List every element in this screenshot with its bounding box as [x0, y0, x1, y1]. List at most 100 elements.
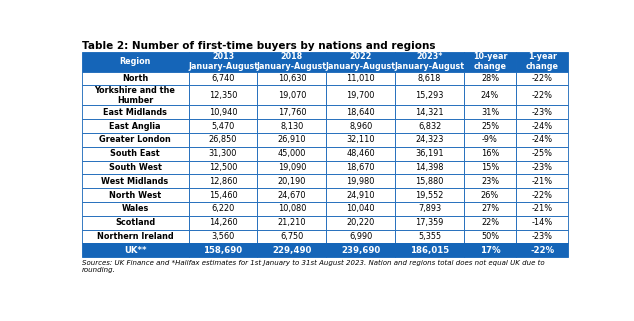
Text: -22%: -22% — [530, 246, 554, 255]
Bar — [327, 147, 395, 160]
Bar — [516, 188, 568, 202]
Bar — [516, 160, 568, 174]
Text: Region: Region — [119, 57, 151, 66]
Bar — [82, 188, 188, 202]
Text: 26,850: 26,850 — [209, 135, 237, 144]
Bar — [188, 174, 257, 188]
Bar — [327, 72, 395, 85]
Text: 50%: 50% — [481, 232, 499, 241]
Text: 24,323: 24,323 — [415, 135, 444, 144]
Text: Greater London: Greater London — [99, 135, 171, 144]
Bar — [464, 133, 516, 147]
Bar — [464, 160, 516, 174]
Bar — [516, 216, 568, 230]
Bar — [464, 230, 516, 243]
Bar — [395, 52, 464, 72]
Bar — [516, 174, 568, 188]
Bar — [257, 174, 327, 188]
Bar — [327, 188, 395, 202]
Text: 45,000: 45,000 — [278, 149, 306, 158]
Bar — [257, 147, 327, 160]
Bar — [82, 160, 188, 174]
Text: 19,090: 19,090 — [278, 163, 306, 172]
Bar — [464, 188, 516, 202]
Bar — [395, 119, 464, 133]
Text: 3,560: 3,560 — [211, 232, 235, 241]
Text: 15%: 15% — [481, 163, 499, 172]
Bar — [327, 119, 395, 133]
Text: 2023*
January-August: 2023* January-August — [394, 52, 465, 71]
Text: -21%: -21% — [532, 204, 553, 213]
Bar — [188, 105, 257, 119]
Text: 239,690: 239,690 — [341, 246, 380, 255]
Text: 8,960: 8,960 — [349, 122, 372, 131]
Bar — [257, 133, 327, 147]
Bar — [464, 216, 516, 230]
Text: 6,990: 6,990 — [349, 232, 372, 241]
Text: 15,880: 15,880 — [415, 177, 444, 186]
Bar — [188, 202, 257, 216]
Bar — [464, 85, 516, 105]
Text: 17,760: 17,760 — [278, 108, 306, 117]
Text: -21%: -21% — [532, 177, 553, 186]
Text: 10,040: 10,040 — [346, 204, 375, 213]
Bar — [188, 230, 257, 243]
Bar — [188, 216, 257, 230]
Bar — [327, 133, 395, 147]
Bar — [516, 133, 568, 147]
Bar — [516, 52, 568, 72]
Text: 8,618: 8,618 — [418, 74, 441, 83]
Bar — [464, 202, 516, 216]
Text: -25%: -25% — [532, 149, 553, 158]
Bar — [82, 52, 188, 72]
Bar — [82, 243, 188, 257]
Text: 12,350: 12,350 — [209, 91, 237, 100]
Bar — [257, 202, 327, 216]
Bar — [516, 243, 568, 257]
Bar — [257, 85, 327, 105]
Bar — [464, 174, 516, 188]
Text: 19,070: 19,070 — [278, 91, 306, 100]
Bar — [464, 119, 516, 133]
Bar — [82, 202, 188, 216]
Bar — [257, 243, 327, 257]
Text: 26%: 26% — [481, 191, 499, 200]
Text: 24%: 24% — [481, 91, 499, 100]
Text: -24%: -24% — [532, 135, 553, 144]
Bar — [516, 147, 568, 160]
Text: 16%: 16% — [481, 149, 499, 158]
Bar — [395, 230, 464, 243]
Bar — [516, 85, 568, 105]
Bar — [257, 52, 327, 72]
Bar — [464, 52, 516, 72]
Bar — [82, 174, 188, 188]
Bar — [395, 188, 464, 202]
Text: Northern Ireland: Northern Ireland — [97, 232, 173, 241]
Bar — [188, 72, 257, 85]
Text: 24,910: 24,910 — [346, 191, 375, 200]
Bar — [327, 202, 395, 216]
Text: 186,015: 186,015 — [410, 246, 449, 255]
Text: 10,940: 10,940 — [209, 108, 237, 117]
Bar — [257, 216, 327, 230]
Text: 27%: 27% — [481, 204, 499, 213]
Text: 15,460: 15,460 — [209, 191, 237, 200]
Text: Scotland: Scotland — [115, 218, 155, 227]
Text: 22%: 22% — [481, 218, 499, 227]
Bar — [395, 216, 464, 230]
Text: 14,321: 14,321 — [415, 108, 444, 117]
Bar — [395, 202, 464, 216]
Bar — [516, 105, 568, 119]
Bar — [82, 216, 188, 230]
Text: East Anglia: East Anglia — [109, 122, 161, 131]
Text: Sources: UK Finance and *Halifax estimates for 1st January to 31st August 2023. : Sources: UK Finance and *Halifax estimat… — [82, 259, 544, 273]
Bar — [257, 230, 327, 243]
Text: 19,552: 19,552 — [415, 191, 444, 200]
Text: 2022
January-August: 2022 January-August — [326, 52, 396, 71]
Bar — [395, 147, 464, 160]
Text: 12,500: 12,500 — [209, 163, 237, 172]
Text: 19,980: 19,980 — [346, 177, 375, 186]
Bar — [464, 72, 516, 85]
Text: -23%: -23% — [532, 108, 553, 117]
Text: -24%: -24% — [532, 122, 553, 131]
